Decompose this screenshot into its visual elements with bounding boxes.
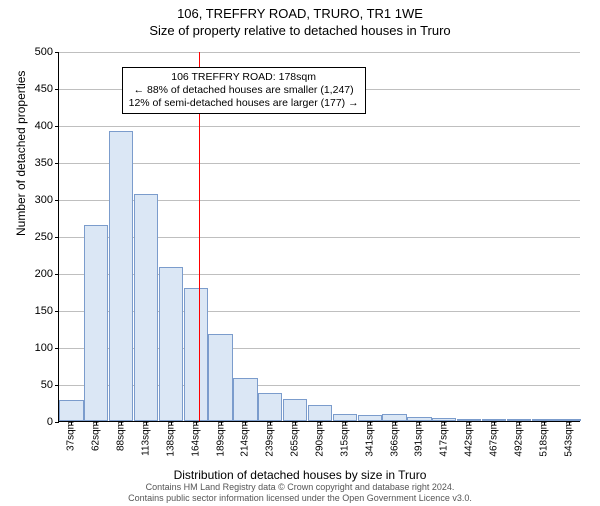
x-tick-label: 138sqm — [165, 421, 176, 457]
x-tick-label: 315sqm — [339, 421, 350, 457]
x-tick-label: 366sqm — [389, 421, 400, 457]
y-tick-label: 400 — [35, 120, 59, 132]
histogram-bar — [382, 414, 406, 421]
plot-area: 05010015020025030035040045050037sqm62sqm… — [58, 52, 580, 422]
histogram-bar — [184, 288, 208, 421]
histogram-bar — [208, 334, 232, 421]
gridline — [59, 52, 580, 53]
y-tick-label: 200 — [35, 268, 59, 280]
x-tick-label: 467sqm — [489, 421, 500, 457]
histogram-bar — [134, 194, 158, 421]
x-tick-label: 37sqm — [66, 421, 77, 451]
x-axis-label: Distribution of detached houses by size … — [0, 468, 600, 482]
y-tick-label: 250 — [35, 231, 59, 243]
x-tick-label: 62sqm — [91, 421, 102, 451]
x-tick-label: 189sqm — [215, 421, 226, 457]
footer-line-2: Contains public sector information licen… — [0, 493, 600, 504]
histogram-bar — [258, 393, 282, 421]
x-tick-label: 290sqm — [315, 421, 326, 457]
annotation-line: 106 TREFFRY ROAD: 178sqm — [129, 71, 359, 84]
histogram-bar — [59, 400, 83, 421]
y-tick-label: 150 — [35, 305, 59, 317]
y-tick-label: 100 — [35, 342, 59, 354]
histogram-bar — [159, 267, 183, 421]
footer-line-1: Contains HM Land Registry data © Crown c… — [0, 482, 600, 493]
y-axis-label: Number of detached properties — [14, 71, 28, 236]
y-tick-label: 300 — [35, 194, 59, 206]
y-tick-label: 0 — [47, 416, 59, 428]
histogram-bar — [283, 399, 307, 421]
histogram-bar — [308, 405, 332, 421]
annotation-box: 106 TREFFRY ROAD: 178sqm← 88% of detache… — [122, 67, 366, 114]
annotation-line: 12% of semi-detached houses are larger (… — [129, 97, 359, 110]
x-tick-label: 214sqm — [240, 421, 251, 457]
annotation-line: ← 88% of detached houses are smaller (1,… — [129, 84, 359, 97]
footer-attribution: Contains HM Land Registry data © Crown c… — [0, 482, 600, 504]
x-tick-label: 239sqm — [265, 421, 276, 457]
histogram-bar — [233, 378, 257, 421]
x-tick-label: 164sqm — [190, 421, 201, 457]
y-tick-label: 500 — [35, 46, 59, 58]
x-tick-label: 417sqm — [439, 421, 450, 457]
x-tick-label: 518sqm — [538, 421, 549, 457]
x-tick-label: 265sqm — [290, 421, 301, 457]
subtitle: Size of property relative to detached ho… — [0, 23, 600, 38]
x-tick-label: 88sqm — [116, 421, 127, 451]
address-title: 106, TREFFRY ROAD, TRURO, TR1 1WE — [0, 6, 600, 21]
x-tick-label: 442sqm — [464, 421, 475, 457]
y-tick-label: 450 — [35, 83, 59, 95]
x-tick-label: 391sqm — [414, 421, 425, 457]
histogram-bar — [333, 414, 357, 421]
x-tick-label: 113sqm — [141, 421, 152, 456]
gridline — [59, 163, 580, 164]
chart-container: 05010015020025030035040045050037sqm62sqm… — [58, 52, 580, 422]
gridline — [59, 126, 580, 127]
y-tick-label: 50 — [41, 379, 59, 391]
histogram-bar — [84, 225, 108, 421]
histogram-bar — [109, 131, 133, 421]
y-tick-label: 350 — [35, 157, 59, 169]
x-tick-label: 492sqm — [513, 421, 524, 457]
x-tick-label: 341sqm — [364, 421, 375, 457]
x-tick-label: 543sqm — [563, 421, 574, 457]
